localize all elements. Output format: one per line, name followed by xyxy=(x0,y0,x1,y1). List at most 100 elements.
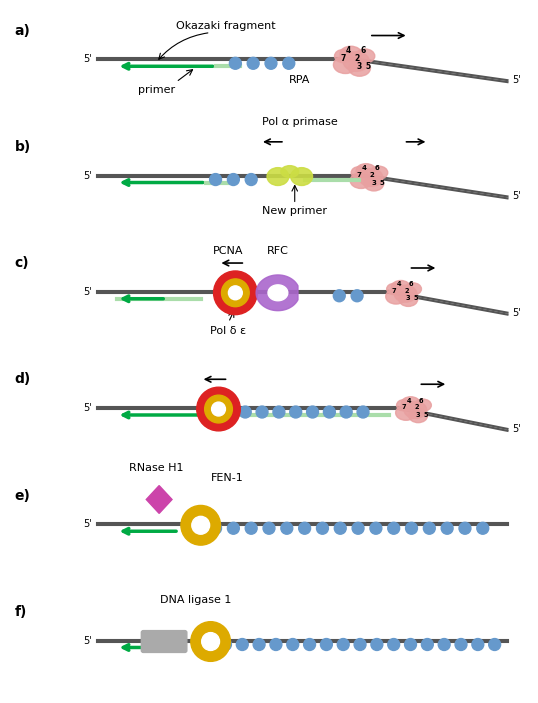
Ellipse shape xyxy=(351,167,367,179)
Circle shape xyxy=(334,290,345,302)
Circle shape xyxy=(287,638,299,650)
Text: 5: 5 xyxy=(379,179,384,186)
Text: 2: 2 xyxy=(404,288,409,294)
Circle shape xyxy=(340,406,352,418)
Circle shape xyxy=(307,406,318,418)
Circle shape xyxy=(477,522,489,534)
Ellipse shape xyxy=(391,280,410,294)
Text: RFC: RFC xyxy=(267,246,289,256)
Circle shape xyxy=(220,638,231,650)
Text: New primer: New primer xyxy=(262,206,327,217)
FancyBboxPatch shape xyxy=(141,631,187,652)
Text: 5': 5' xyxy=(513,191,521,201)
Ellipse shape xyxy=(281,166,299,178)
Circle shape xyxy=(455,638,467,650)
Text: 6: 6 xyxy=(419,397,423,404)
Ellipse shape xyxy=(291,167,313,186)
Ellipse shape xyxy=(355,49,375,63)
Text: 5': 5' xyxy=(83,171,92,181)
Text: PCNA: PCNA xyxy=(213,246,244,256)
Circle shape xyxy=(438,638,450,650)
Circle shape xyxy=(337,638,349,650)
Circle shape xyxy=(222,279,249,307)
Text: FEN-1: FEN-1 xyxy=(210,472,243,483)
Circle shape xyxy=(256,406,268,418)
Text: 7: 7 xyxy=(402,404,406,410)
Circle shape xyxy=(371,638,383,650)
Text: 6: 6 xyxy=(360,46,365,55)
Ellipse shape xyxy=(405,283,421,295)
Ellipse shape xyxy=(350,173,372,188)
Text: Okazaki fragment: Okazaki fragment xyxy=(175,20,275,31)
Circle shape xyxy=(323,406,335,418)
Text: 3: 3 xyxy=(357,63,362,72)
Circle shape xyxy=(197,387,240,431)
Circle shape xyxy=(214,271,257,315)
Circle shape xyxy=(229,286,242,299)
Ellipse shape xyxy=(335,49,352,63)
Circle shape xyxy=(354,638,366,650)
Circle shape xyxy=(423,522,435,534)
Circle shape xyxy=(388,522,400,534)
Text: 5': 5' xyxy=(83,54,92,65)
Text: RNase H1: RNase H1 xyxy=(129,463,183,472)
Circle shape xyxy=(459,522,471,534)
Circle shape xyxy=(283,58,295,70)
Circle shape xyxy=(210,174,222,186)
Text: 6: 6 xyxy=(374,165,379,171)
Text: b): b) xyxy=(15,140,31,154)
Text: Pol δ ε: Pol δ ε xyxy=(210,325,246,335)
Polygon shape xyxy=(268,285,288,301)
Circle shape xyxy=(181,505,221,545)
Text: RPA: RPA xyxy=(289,75,310,85)
Circle shape xyxy=(489,638,500,650)
Ellipse shape xyxy=(334,56,357,74)
Text: 5': 5' xyxy=(513,308,521,318)
Circle shape xyxy=(299,522,310,534)
Circle shape xyxy=(321,638,332,650)
Text: 4: 4 xyxy=(346,46,351,55)
Circle shape xyxy=(357,406,369,418)
Circle shape xyxy=(239,406,251,418)
Circle shape xyxy=(192,517,210,534)
Ellipse shape xyxy=(267,167,289,186)
Circle shape xyxy=(352,522,364,534)
Circle shape xyxy=(211,402,225,416)
Text: 2: 2 xyxy=(414,404,419,410)
Circle shape xyxy=(334,522,346,534)
Ellipse shape xyxy=(343,52,370,71)
Ellipse shape xyxy=(359,169,383,186)
Text: 7: 7 xyxy=(341,53,346,63)
Circle shape xyxy=(388,638,400,650)
Text: 5': 5' xyxy=(83,520,92,529)
Polygon shape xyxy=(256,275,298,311)
Ellipse shape xyxy=(340,46,362,61)
Ellipse shape xyxy=(356,164,376,178)
Text: 5': 5' xyxy=(513,424,521,434)
Text: 3: 3 xyxy=(406,295,410,302)
Circle shape xyxy=(303,638,315,650)
Text: 5: 5 xyxy=(423,412,428,418)
Ellipse shape xyxy=(394,285,417,302)
Text: 4: 4 xyxy=(362,165,366,171)
Circle shape xyxy=(229,58,241,70)
Circle shape xyxy=(228,174,239,186)
Text: Pol α primase: Pol α primase xyxy=(262,117,337,127)
Circle shape xyxy=(210,522,222,534)
Circle shape xyxy=(245,174,257,186)
Text: 5': 5' xyxy=(83,403,92,413)
Text: 6: 6 xyxy=(409,281,413,288)
Ellipse shape xyxy=(409,408,428,423)
Circle shape xyxy=(228,522,239,534)
Circle shape xyxy=(441,522,453,534)
Ellipse shape xyxy=(401,396,420,410)
Text: 4: 4 xyxy=(397,281,401,288)
Text: a): a) xyxy=(15,24,31,37)
Text: 5': 5' xyxy=(513,75,521,85)
Circle shape xyxy=(265,58,277,70)
Ellipse shape xyxy=(370,166,388,179)
Text: 3: 3 xyxy=(416,412,421,418)
Circle shape xyxy=(351,290,363,302)
Circle shape xyxy=(472,638,484,650)
Text: 5': 5' xyxy=(83,287,92,297)
